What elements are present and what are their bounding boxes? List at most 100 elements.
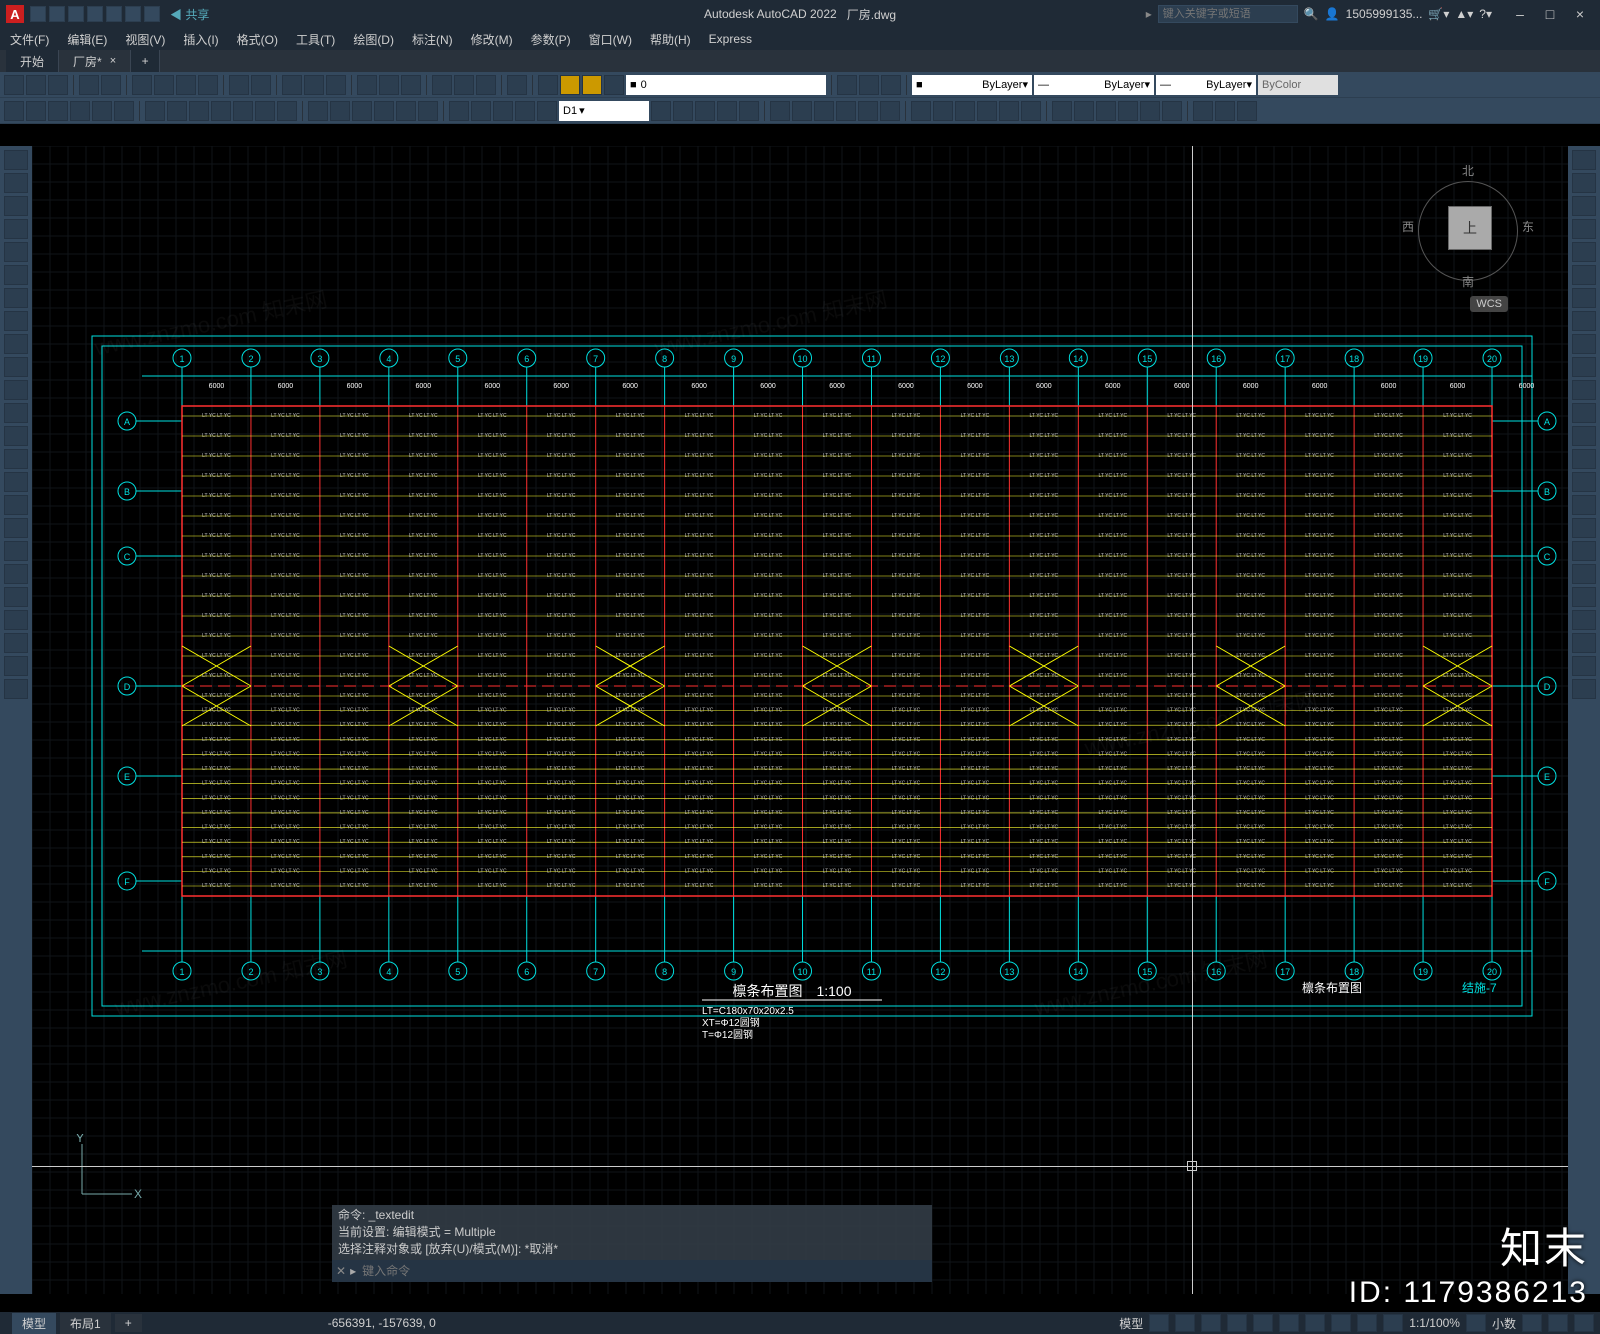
draw-tool-5[interactable] <box>4 265 28 285</box>
tb-sheet-icon[interactable] <box>432 75 452 95</box>
mod-icon-0[interactable] <box>651 101 671 121</box>
mod-icon-7[interactable] <box>814 101 834 121</box>
dim-icon-11[interactable] <box>255 101 275 121</box>
mod-icon-11[interactable] <box>911 101 931 121</box>
menu-item-8[interactable]: 修改(M) <box>471 31 513 48</box>
modify-tool-8[interactable] <box>1572 334 1596 354</box>
status-dyn-icon[interactable] <box>1305 1314 1325 1332</box>
dim-icon-21[interactable] <box>493 101 513 121</box>
tb-open-icon[interactable] <box>26 75 46 95</box>
command-input[interactable] <box>362 1264 928 1278</box>
mod-icon-15[interactable] <box>999 101 1019 121</box>
mod-icon-3[interactable] <box>717 101 737 121</box>
tb-props-icon[interactable] <box>357 75 377 95</box>
dim-icon-16[interactable] <box>374 101 394 121</box>
share-button[interactable]: ◀ 共享 <box>170 6 209 23</box>
tb-cut-icon[interactable] <box>132 75 152 95</box>
plotstyle-dropdown[interactable]: ByColor <box>1258 75 1338 95</box>
tb-undo2-icon[interactable] <box>229 75 249 95</box>
modify-tool-9[interactable] <box>1572 357 1596 377</box>
draw-tool-1[interactable] <box>4 173 28 193</box>
tb-zoom-icon[interactable] <box>304 75 324 95</box>
menu-item-10[interactable]: 窗口(W) <box>589 31 632 48</box>
minimize-button[interactable]: – <box>1506 5 1534 23</box>
draw-tool-13[interactable] <box>4 449 28 469</box>
mod-icon-10[interactable] <box>880 101 900 121</box>
status-grid-icon[interactable] <box>1149 1314 1169 1332</box>
dim-icon-6[interactable] <box>145 101 165 121</box>
linetype-dropdown[interactable]: —ByLayer ▾ <box>1156 75 1256 95</box>
draw-tool-0[interactable] <box>4 150 28 170</box>
status-custom-icon[interactable] <box>1574 1314 1594 1332</box>
status-polar-icon[interactable] <box>1227 1314 1247 1332</box>
modify-tool-21[interactable] <box>1572 633 1596 653</box>
status-scale[interactable]: 1:1/100% <box>1409 1316 1460 1330</box>
mod-icon-4[interactable] <box>739 101 759 121</box>
draw-tool-7[interactable] <box>4 311 28 331</box>
status-clean-icon[interactable] <box>1548 1314 1568 1332</box>
tb-pan-icon[interactable] <box>282 75 302 95</box>
mod-icon-1[interactable] <box>673 101 693 121</box>
mod-icon-23[interactable] <box>1193 101 1213 121</box>
dim-icon-10[interactable] <box>233 101 253 121</box>
draw-tool-6[interactable] <box>4 288 28 308</box>
tb-tp-icon[interactable] <box>401 75 421 95</box>
tab-new[interactable]: + <box>131 50 160 72</box>
close-button[interactable]: × <box>1566 5 1594 23</box>
tb-zoomw-icon[interactable] <box>326 75 346 95</box>
qat-undo-icon[interactable] <box>125 6 141 22</box>
modify-tool-16[interactable] <box>1572 518 1596 538</box>
tb-print-icon[interactable] <box>79 75 99 95</box>
tb-layiso-icon[interactable] <box>859 75 879 95</box>
draw-tool-10[interactable] <box>4 380 28 400</box>
draw-tool-4[interactable] <box>4 242 28 262</box>
mod-icon-17[interactable] <box>1052 101 1072 121</box>
menu-item-9[interactable]: 参数(P) <box>531 31 571 48</box>
status-qi-icon[interactable] <box>1383 1314 1403 1332</box>
mod-icon-9[interactable] <box>858 101 878 121</box>
draw-tool-15[interactable] <box>4 495 28 515</box>
draw-tool-3[interactable] <box>4 219 28 239</box>
app-logo[interactable]: A <box>6 5 24 23</box>
dim-icon-3[interactable] <box>70 101 90 121</box>
modify-tool-20[interactable] <box>1572 610 1596 630</box>
mod-icon-18[interactable] <box>1074 101 1094 121</box>
tb-bulb-icon[interactable] <box>560 75 580 95</box>
status-max-icon[interactable] <box>1522 1314 1542 1332</box>
modify-tool-15[interactable] <box>1572 495 1596 515</box>
tb-new-icon[interactable] <box>4 75 24 95</box>
modify-tool-1[interactable] <box>1572 173 1596 193</box>
dim-icon-9[interactable] <box>211 101 231 121</box>
user-name[interactable]: 1505999135... <box>1346 7 1423 21</box>
cmd-handle-icon[interactable]: ✕ <box>336 1264 346 1278</box>
modify-tool-2[interactable] <box>1572 196 1596 216</box>
dim-icon-14[interactable] <box>330 101 350 121</box>
dim-icon-7[interactable] <box>167 101 187 121</box>
cart-icon[interactable]: 🛒▾ <box>1428 7 1449 21</box>
canvas[interactable]: 1160002260003360004460005560006660007760… <box>32 146 1568 1294</box>
status-mode[interactable]: 模型 <box>1119 1315 1143 1332</box>
qat-save-icon[interactable] <box>68 6 84 22</box>
mod-icon-24[interactable] <box>1215 101 1235 121</box>
mod-icon-14[interactable] <box>977 101 997 121</box>
modify-tool-12[interactable] <box>1572 426 1596 446</box>
tb-lock-icon[interactable] <box>604 75 624 95</box>
draw-tool-11[interactable] <box>4 403 28 423</box>
mod-icon-16[interactable] <box>1021 101 1041 121</box>
draw-tool-8[interactable] <box>4 334 28 354</box>
mod-icon-12[interactable] <box>933 101 953 121</box>
menu-item-0[interactable]: 文件(F) <box>10 31 49 48</box>
dim-icon-4[interactable] <box>92 101 112 121</box>
modify-tool-4[interactable] <box>1572 242 1596 262</box>
modify-tool-3[interactable] <box>1572 219 1596 239</box>
menu-item-5[interactable]: 工具(T) <box>296 31 335 48</box>
dim-icon-5[interactable] <box>114 101 134 121</box>
lineweight-dropdown[interactable]: —ByLayer ▾ <box>1034 75 1154 95</box>
mod-icon-25[interactable] <box>1237 101 1257 121</box>
modify-tool-18[interactable] <box>1572 564 1596 584</box>
modify-tool-7[interactable] <box>1572 311 1596 331</box>
menu-item-12[interactable]: Express <box>709 32 752 46</box>
layer-dropdown[interactable]: ■ 0 <box>626 75 826 95</box>
modify-tool-17[interactable] <box>1572 541 1596 561</box>
help-icon[interactable]: ?▾ <box>1479 7 1492 21</box>
